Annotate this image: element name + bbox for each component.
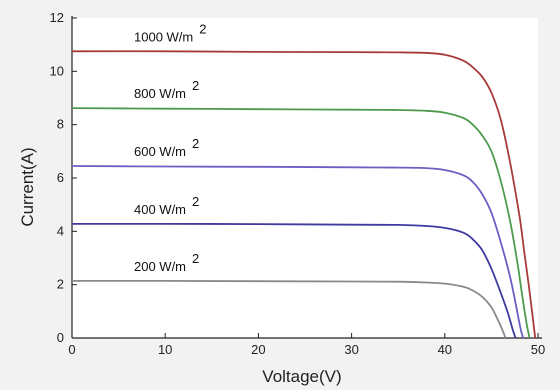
ticks: 0 10 20 30 40 50 0 2 4 6 8 10 12 — [50, 10, 546, 357]
x-tick-label: 30 — [344, 342, 358, 357]
series-label-1: 800 W/m — [134, 86, 186, 101]
plot-area — [72, 18, 538, 338]
y-tick-label: 6 — [57, 170, 64, 185]
y-tick-label: 10 — [50, 63, 64, 78]
series-label-2: 600 W/m — [134, 144, 186, 159]
series-label-3: 400 W/m — [134, 202, 186, 217]
series-label-sup-1: 2 — [192, 78, 199, 93]
series-label-sup-0: 2 — [199, 21, 206, 36]
y-axis-title: Current(A) — [18, 147, 37, 226]
series-line-3 — [71, 222, 517, 339]
x-tick-label: 20 — [251, 342, 265, 357]
x-tick-label: 40 — [438, 342, 452, 357]
plot-background — [72, 18, 538, 338]
series-lines — [71, 50, 537, 339]
series-line-4 — [71, 279, 507, 339]
series-line-0 — [71, 50, 537, 339]
series-label-4: 200 W/m — [134, 259, 186, 274]
y-tick-label: 0 — [57, 330, 64, 345]
series-labels: 1000 W/m 2 800 W/m 2 600 W/m 2 400 W/m 2 200 W/m… — [134, 21, 206, 274]
series-label-0: 1000 W/m — [134, 29, 193, 44]
series-line-1 — [71, 107, 531, 339]
x-tick-label: 10 — [158, 342, 172, 357]
x-tick-label: 0 — [68, 342, 75, 357]
x-axis-title: Voltage(V) — [262, 367, 341, 386]
y-tick-label: 4 — [57, 223, 64, 238]
y-tick-label: 8 — [57, 117, 64, 132]
series-label-sup-4: 2 — [192, 251, 199, 266]
y-tick-label: 12 — [50, 10, 64, 25]
series-line-2 — [71, 165, 524, 339]
x-tick-label: 50 — [531, 342, 545, 357]
series-label-sup-2: 2 — [192, 136, 199, 151]
series-label-sup-3: 2 — [192, 194, 199, 209]
y-tick-label: 2 — [57, 277, 64, 292]
